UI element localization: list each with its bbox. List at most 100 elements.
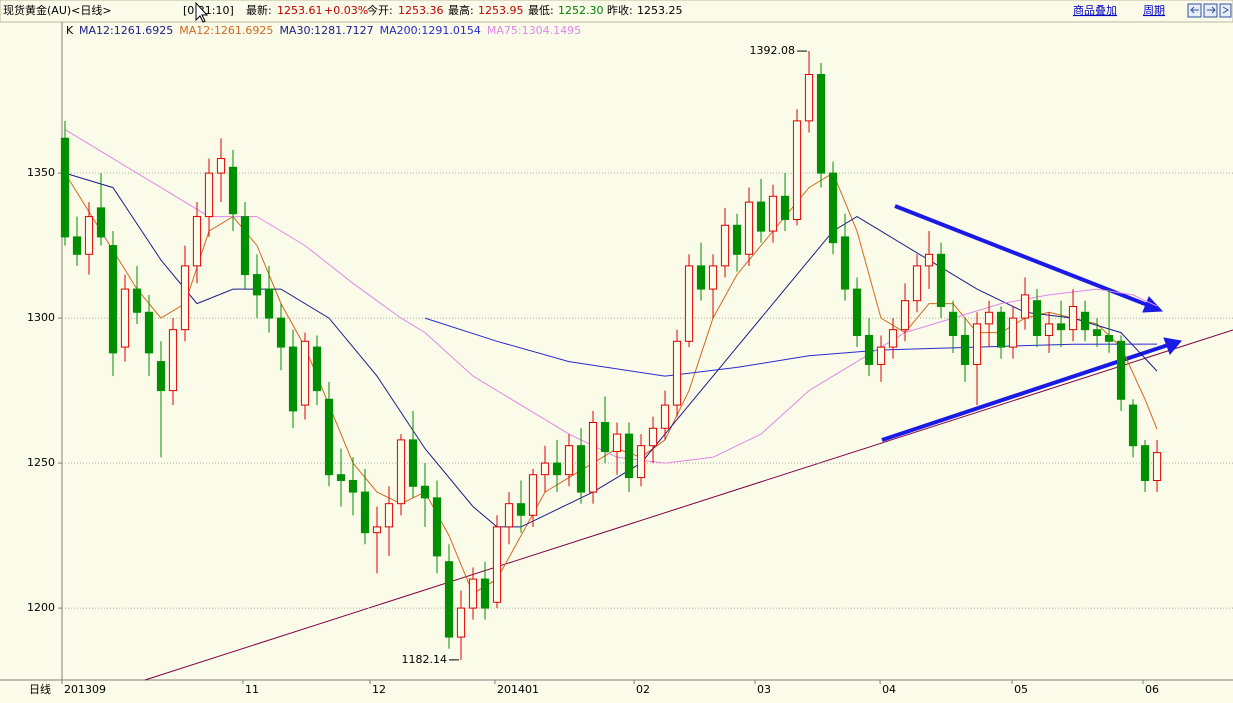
candle-body <box>240 216 250 276</box>
candle-body <box>408 439 418 487</box>
candle-body <box>324 398 334 476</box>
candle-body <box>72 236 82 255</box>
candle-body <box>636 445 646 479</box>
candle-body <box>96 207 106 238</box>
candle-body <box>948 311 958 336</box>
candle-body <box>684 265 694 342</box>
candle-body <box>360 491 370 534</box>
candle-body <box>120 288 130 348</box>
legend-entry: MA200:1291.0154 <box>380 24 481 37</box>
candle-body <box>312 346 322 392</box>
low-value: 1252.30 <box>558 4 604 17</box>
candle-body <box>348 479 358 493</box>
candle-body <box>672 340 682 406</box>
header-bar <box>0 0 1233 23</box>
candle-body <box>708 265 718 290</box>
candle-body <box>336 474 346 481</box>
candle-body <box>600 421 610 452</box>
candle-body <box>108 245 118 354</box>
candle-body <box>888 329 898 348</box>
ma-line <box>424 317 1158 377</box>
candle-body <box>564 445 574 476</box>
legend-entry: MA30:1281.7127 <box>279 24 373 37</box>
x-tick-label: 04 <box>882 683 896 696</box>
change-value: +0.03% <box>324 4 368 17</box>
candle-body <box>960 334 970 365</box>
candle-body <box>144 311 154 354</box>
prev-label: 昨收: <box>607 3 633 17</box>
candle-body <box>456 607 466 638</box>
candle-body <box>288 346 298 412</box>
candle-body <box>480 578 490 609</box>
candle-body <box>816 73 826 174</box>
candle-body <box>612 433 622 452</box>
candle-body <box>1032 300 1042 336</box>
candle-body <box>384 503 394 528</box>
candle-body <box>804 73 814 122</box>
candle-body <box>228 166 238 215</box>
candle-body <box>744 201 754 255</box>
nav-icons[interactable] <box>1187 3 1232 18</box>
latest-value: 1253.61 <box>277 4 323 17</box>
y-tick-label: 1250 <box>27 456 55 469</box>
candle-body <box>168 329 178 392</box>
candle-body <box>1008 317 1018 348</box>
header-time: [0 31:10] <box>183 4 234 17</box>
candle-body <box>420 485 430 499</box>
candle-body <box>504 503 514 528</box>
candle-body <box>192 216 202 267</box>
candle-body <box>768 195 778 232</box>
trend-line <box>144 329 1233 681</box>
candle-body <box>732 224 742 255</box>
candle-body <box>216 158 226 174</box>
x-tick-label: 12 <box>372 683 386 696</box>
candle-body <box>396 439 406 505</box>
candle-body <box>156 361 166 392</box>
y-tick-label: 1300 <box>27 311 55 324</box>
x-tick-label: 02 <box>636 683 650 696</box>
candle-body <box>792 120 802 220</box>
candle-body <box>936 253 946 307</box>
x-tick-label: 11 <box>245 683 259 696</box>
candle-body <box>1020 294 1030 319</box>
candle-body <box>1128 404 1138 447</box>
x-tick-label: 05 <box>1014 683 1028 696</box>
candle-body <box>696 265 706 290</box>
candle-body <box>492 526 502 603</box>
candle-body <box>984 311 994 325</box>
indicator-label: MA12:1261.6925 <box>79 24 173 37</box>
candle-body <box>1044 323 1054 336</box>
candle-body <box>300 340 310 406</box>
open-value: 1253.36 <box>398 4 444 17</box>
candle-body <box>204 172 214 218</box>
candle-body <box>528 474 538 516</box>
legend-prefix: K <box>66 24 74 37</box>
candle-body <box>1056 323 1066 331</box>
candle-body <box>264 288 274 319</box>
candle-body <box>552 462 562 476</box>
candle-body <box>924 253 934 267</box>
candle-body <box>252 274 262 296</box>
high-annotation: 1392.08 <box>750 44 796 57</box>
period-button[interactable]: 周期 <box>1143 4 1165 17</box>
candle-body <box>576 445 586 493</box>
candle-body <box>648 427 658 447</box>
x-tick-label: 201401 <box>497 683 539 696</box>
cursor <box>195 1 209 23</box>
candle-body <box>624 433 634 479</box>
candle-body <box>180 265 190 331</box>
candle-body <box>1104 334 1114 342</box>
high-label: 最高: <box>448 3 474 17</box>
overlay-button[interactable]: 商品叠加 <box>1073 3 1117 17</box>
candle-body <box>1152 452 1162 481</box>
candle-body <box>972 323 982 365</box>
candle-body <box>60 137 70 238</box>
candle-body <box>588 421 598 493</box>
candle-body <box>996 311 1006 348</box>
header-title: 现货黄金(AU)<日线> <box>3 3 112 17</box>
period-label: 日线 <box>29 682 51 696</box>
x-tick-label: 03 <box>757 683 771 696</box>
prev-value: 1253.25 <box>637 4 683 17</box>
legend-entry: MA12:1261.6925 <box>179 24 273 37</box>
